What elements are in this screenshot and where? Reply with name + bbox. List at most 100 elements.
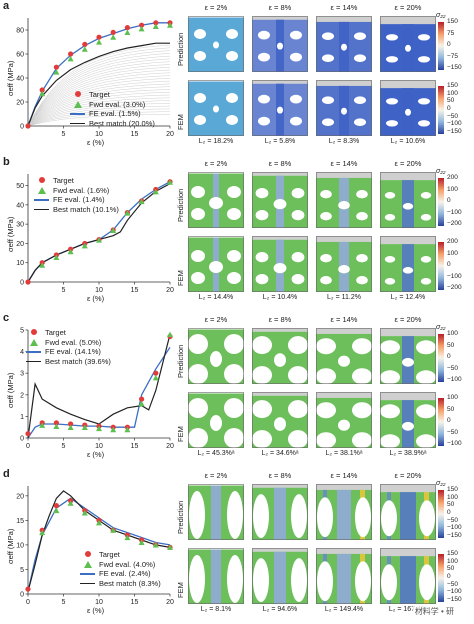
lattice-stress-map [316, 80, 372, 136]
fwd-eval-point [167, 544, 173, 550]
colorbar-tick-label: −50 [447, 516, 459, 524]
strain-column-label: ε = 8% [268, 3, 292, 12]
row-label-fem: FEM [176, 270, 185, 286]
target-point [96, 34, 102, 40]
target-point [110, 29, 116, 35]
panel-letter: c [3, 312, 10, 324]
colorbar [438, 398, 444, 446]
l2-error-label: L₂ = 8.3% [328, 138, 360, 145]
legend-entry: Fwd eval. (1.6%) [34, 186, 119, 196]
fwd-eval-point [124, 426, 131, 433]
legend-entry: Target [70, 90, 155, 100]
l2-error-label: L₂ = 34.6%ᵃ [261, 450, 299, 457]
legend-symbol-icon [34, 176, 50, 185]
strain-column-label: ε = 14% [330, 315, 358, 324]
x-axis-label: ε (%) [87, 138, 105, 147]
x-tick-label: 10 [95, 131, 103, 138]
x-tick-label: 15 [131, 287, 139, 294]
fwd-eval-point [39, 90, 46, 97]
lattice-stress-map [188, 16, 244, 72]
fwd-eval-point [96, 39, 102, 45]
colorbar-tick-label: 100 [447, 330, 458, 337]
legend-label: Best match (39.6%) [45, 356, 111, 366]
background-curve [27, 94, 171, 127]
row-label-fem: FEM [176, 426, 185, 442]
background-curve [27, 78, 171, 127]
fwd-eval-point [138, 539, 145, 545]
lattice-stress-map [252, 236, 308, 292]
fwd-eval-point [81, 242, 88, 249]
lattice-stress-map [380, 392, 436, 448]
target-point [139, 22, 145, 28]
background-curve [27, 108, 171, 127]
lattice-stress-map [252, 548, 308, 604]
chart-b: 5 10 15 20 0 10 20 30 40 50 [16, 174, 174, 294]
x-tick-label: 5 [62, 131, 66, 138]
fwd-eval-point [53, 507, 60, 514]
x-tick-label: 20 [166, 131, 174, 138]
strain-column-label: ε = 14% [330, 159, 358, 168]
legend-symbol-icon [80, 560, 96, 569]
colorbar [438, 178, 444, 226]
colorbar-tick-label: −100 [447, 272, 462, 280]
x-axis-label: ε (%) [87, 606, 105, 615]
y-tick-label: 5 [20, 567, 24, 574]
colorbar-tick-label: 100 [447, 89, 458, 97]
l2-error-label: L₂ = 18.2% [198, 138, 234, 145]
colorbar-tick-label: 50 [447, 501, 455, 509]
colorbar-tick-label: 0 [447, 197, 451, 204]
target-point [124, 25, 130, 31]
legend-entry: Target [26, 328, 111, 338]
colorbar-tick-label: −75 [447, 52, 459, 60]
y-tick-label: 10 [16, 260, 24, 267]
legend-entry: Best match (39.6%) [26, 357, 111, 367]
y-tick-label: 0 [20, 436, 24, 443]
y-tick-label: 4 [20, 349, 24, 356]
row-label-prediction: Prediction [176, 188, 185, 222]
lattice-stress-map [316, 172, 372, 228]
target-point [25, 123, 31, 129]
chart-a: 5 10 15 20 0 20 40 60 80 [16, 18, 174, 138]
colorbar-tick-label: 150 [447, 550, 458, 557]
background-curve [27, 105, 171, 127]
fwd-eval-point [53, 254, 60, 260]
background-curve [27, 100, 171, 127]
x-tick-label: 5 [62, 443, 66, 450]
lattice-stress-map [316, 16, 372, 72]
fwd-eval-point [124, 534, 131, 541]
colorbar-tick-label: 150 [447, 486, 458, 493]
strain-column-label: ε = 8% [268, 159, 292, 168]
colorbar-tick-label: 0 [447, 41, 451, 48]
strain-column-label: ε = 14% [330, 3, 358, 12]
target-point [139, 396, 145, 402]
lattice-stress-map [380, 236, 436, 292]
colorbar [438, 22, 444, 70]
colorbar-tick-label: 150 [447, 18, 458, 25]
y-tick-label: 2 [20, 392, 24, 399]
lattice-stress-map [188, 172, 244, 228]
legend-entry: Fwd eval. (3.0%) [70, 100, 155, 110]
row-label-fem: FEM [176, 582, 185, 598]
colorbar-tick-label: −100 [447, 208, 462, 216]
lattice-stress-map [188, 80, 244, 136]
colorbar-tick-label: 200 [447, 174, 458, 181]
y-tick-label: 20 [16, 241, 24, 248]
fwd-eval-point [110, 426, 117, 433]
l2-error-label: L₂ = 5.8% [264, 138, 296, 145]
x-tick-label: 0 [26, 443, 30, 450]
legend-symbol-icon [70, 100, 86, 109]
lattice-stress-map [380, 172, 436, 228]
legend-symbol-icon [70, 90, 86, 99]
background-curve [27, 111, 170, 127]
legend-symbol-icon [70, 119, 86, 128]
fwd-eval-point [152, 188, 159, 195]
fwd-eval-point [110, 34, 117, 40]
x-tick-label: 15 [131, 599, 139, 606]
y-tick-label: 0 [20, 592, 24, 599]
lattice-stress-map [188, 484, 244, 540]
target-point [53, 64, 60, 70]
x-tick-label: 5 [62, 287, 66, 294]
fwd-eval-point [53, 69, 60, 75]
fwd-eval-point [39, 422, 46, 428]
colorbar-tick-label: −100 [447, 376, 462, 383]
